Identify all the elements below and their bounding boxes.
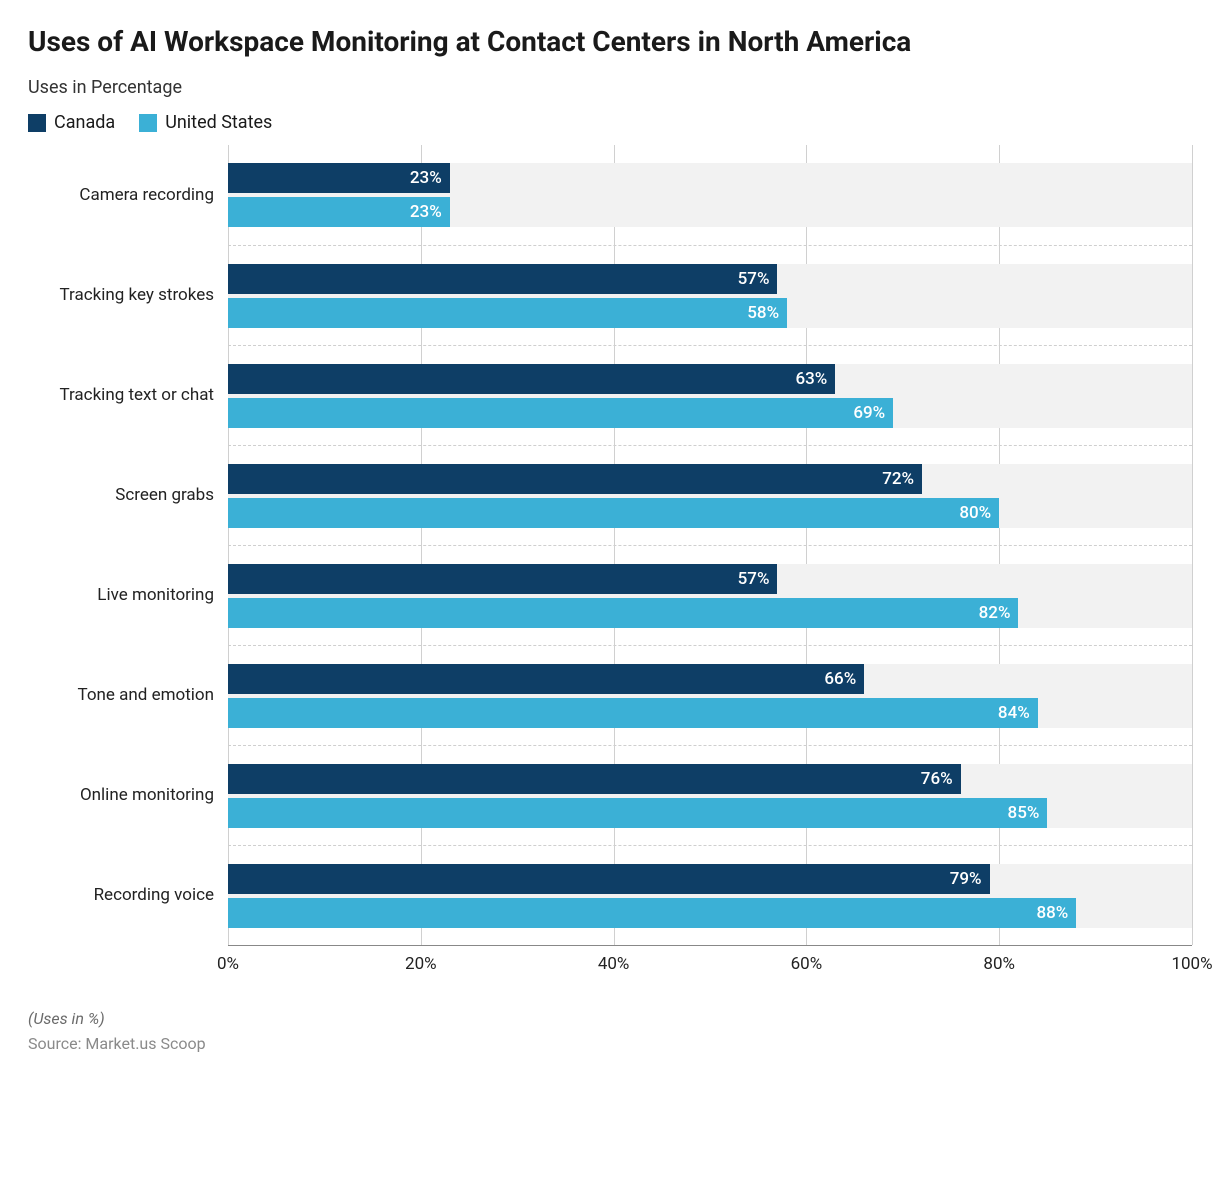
bar-value-label: 63% (795, 369, 827, 389)
bar: 80% (228, 498, 999, 528)
legend-item: Canada (28, 112, 115, 133)
chart-subtitle: Uses in Percentage (28, 77, 1192, 98)
bar-value-label: 69% (853, 403, 885, 423)
bar-value-label: 76% (921, 769, 953, 789)
bar-value-label: 88% (1036, 903, 1068, 923)
bar: 79% (228, 864, 990, 894)
chart-source: Source: Market.us Scoop (28, 1034, 1192, 1053)
bar-rows: 23% 23% 57% 58% 63% 69% 72% 80% 57% 82% 66% 84% 76% 8… (228, 145, 1192, 945)
chart-row: 57% 58% (228, 245, 1192, 345)
chart-row: 66% 84% (228, 645, 1192, 745)
category-label: Tracking key strokes (28, 245, 228, 345)
bar-value-label: 80% (959, 503, 991, 523)
legend-label: United States (165, 112, 272, 133)
bar: 63% (228, 364, 835, 394)
category-label: Tone and emotion (28, 645, 228, 745)
bar: 23% (228, 163, 450, 193)
chart-row: 23% 23% (228, 145, 1192, 245)
x-axis: 0%20%40%60%80%100% (228, 945, 1192, 979)
bar: 88% (228, 898, 1076, 928)
x-tick-label: 100% (1171, 954, 1212, 974)
bar: 58% (228, 298, 787, 328)
chart-row: 63% 69% (228, 345, 1192, 445)
category-label: Screen grabs (28, 445, 228, 545)
bar-value-label: 85% (1008, 803, 1040, 823)
x-tick-label: 40% (598, 954, 630, 974)
chart-row: 76% 85% (228, 745, 1192, 845)
bar-value-label: 57% (738, 569, 770, 589)
legend-swatch (139, 114, 157, 132)
bar-value-label: 84% (998, 703, 1030, 723)
vertical-gridline (1192, 145, 1193, 945)
category-label: Online monitoring (28, 745, 228, 845)
bar: 57% (228, 564, 777, 594)
bar-value-label: 23% (410, 168, 442, 188)
category-label: Live monitoring (28, 545, 228, 645)
bar: 66% (228, 664, 864, 694)
chart-row: 72% 80% (228, 445, 1192, 545)
legend: Canada United States (28, 112, 1192, 133)
chart-area: Camera recordingTracking key strokesTrac… (28, 145, 1192, 979)
chart-row: 79% 88% (228, 845, 1192, 945)
bar-value-label: 58% (747, 303, 779, 323)
legend-item: United States (139, 112, 272, 133)
bar: 76% (228, 764, 961, 794)
legend-swatch (28, 114, 46, 132)
bar-value-label: 23% (410, 202, 442, 222)
x-tick-label: 0% (217, 954, 239, 974)
bar: 85% (228, 798, 1047, 828)
category-label: Recording voice (28, 845, 228, 945)
bar-value-label: 79% (950, 869, 982, 889)
x-tick-label: 60% (791, 954, 823, 974)
bar-value-label: 57% (738, 269, 770, 289)
y-axis-labels: Camera recordingTracking key strokesTrac… (28, 145, 228, 979)
bar: 69% (228, 398, 893, 428)
chart-row: 57% 82% (228, 545, 1192, 645)
bar-value-label: 72% (882, 469, 914, 489)
x-tick-label: 20% (405, 954, 437, 974)
chart-title: Uses of AI Workspace Monitoring at Conta… (28, 24, 1008, 59)
category-label: Camera recording (28, 145, 228, 245)
bar-value-label: 66% (824, 669, 856, 689)
bar-value-label: 82% (979, 603, 1011, 623)
bar: 82% (228, 598, 1018, 628)
bar: 23% (228, 197, 450, 227)
category-label: Tracking text or chat (28, 345, 228, 445)
x-tick-label: 80% (983, 954, 1015, 974)
bar: 57% (228, 264, 777, 294)
bar: 72% (228, 464, 922, 494)
legend-label: Canada (54, 112, 115, 133)
chart-footnote: (Uses in %) (28, 1009, 1192, 1028)
bar: 84% (228, 698, 1038, 728)
plot-region: 23% 23% 57% 58% 63% 69% 72% 80% 57% 82% 66% 84% 76% 8… (228, 145, 1192, 945)
